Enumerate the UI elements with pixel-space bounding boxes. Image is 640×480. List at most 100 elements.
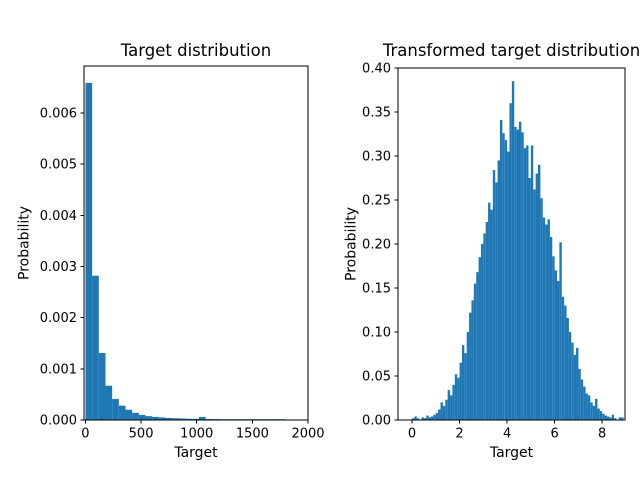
right-y-tick-label: 0.20 [362, 238, 391, 253]
left-histogram-bar [118, 405, 126, 420]
left-y-tick-label: 0.005 [40, 158, 77, 173]
right-histogram-bar [566, 317, 569, 420]
left-histogram-bar [172, 418, 179, 420]
left-y-tick-label: 0.006 [40, 107, 77, 122]
right-histogram-bar [452, 384, 455, 420]
right-histogram-bar [454, 374, 458, 420]
right-histogram-bar [518, 121, 522, 421]
right-histogram-bar [597, 408, 600, 420]
right-histogram-bar [559, 242, 562, 420]
right-histogram-bar [611, 414, 615, 420]
left-x-tick-label: 500 [129, 427, 154, 442]
right-histogram-bar [621, 417, 624, 420]
right-histogram-bar [590, 402, 593, 420]
right-histogram-bar [447, 390, 451, 420]
right-histogram-bar [606, 416, 610, 420]
right-histogram-bar [471, 300, 474, 420]
right-histogram-bar [614, 418, 617, 420]
right-histogram-bar [473, 283, 477, 420]
right-histogram-bar [431, 416, 434, 420]
right-histogram-bar [423, 418, 427, 420]
right-histogram-bar [466, 332, 470, 420]
left-histogram-bar [105, 385, 113, 420]
right-histogram-bar [507, 151, 510, 420]
right-histogram-bar [412, 418, 415, 420]
left-histogram-bar [92, 275, 99, 420]
right-histogram-bar [511, 81, 515, 420]
right-histogram-bar [557, 280, 560, 420]
right-histogram-bar [535, 173, 539, 420]
right-histogram-bar [497, 160, 500, 420]
right-y-tick-label: 0.15 [362, 282, 391, 297]
left-chart-title: Target distribution [84, 41, 308, 60]
left-x-tick-label: 1500 [236, 427, 269, 442]
left-y-tick-label: 0.000 [40, 414, 77, 429]
left-x-tick-label: 1000 [180, 427, 213, 442]
right-x-axis-label: Target [489, 445, 534, 461]
right-histogram-bar [459, 362, 462, 420]
left-x-axis-label: Target [174, 445, 218, 461]
right-histogram-bar [502, 133, 505, 420]
right-histogram-bar [571, 342, 574, 420]
right-histogram-bar [599, 411, 603, 420]
right-y-tick-label: 0.10 [362, 326, 391, 341]
right-histogram-bar [435, 412, 439, 420]
right-histogram-bar [416, 418, 420, 420]
left-histogram-bar [138, 414, 146, 420]
right-histogram-bar [461, 345, 465, 420]
left-y-tick-label: 0.004 [40, 209, 77, 224]
left-histogram-bar [98, 352, 106, 420]
right-histogram-bar [438, 409, 441, 420]
right-histogram-bar [442, 405, 446, 420]
right-histogram-bar [609, 417, 612, 420]
right-histogram-bar [445, 399, 448, 420]
right-histogram-bar [480, 244, 484, 420]
right-histogram-bar [528, 178, 531, 420]
right-histogram-bar [542, 217, 546, 420]
right-histogram-bar [561, 296, 565, 420]
right-histogram-bar [492, 170, 496, 420]
left-y-axis-label: Probability [16, 205, 33, 281]
right-x-tick-label: 4 [503, 427, 511, 442]
right-histogram-bar [545, 224, 548, 420]
right-histogram-bar [495, 182, 498, 420]
left-histogram-bar [125, 409, 133, 420]
right-y-axis-label: Probability [343, 206, 360, 282]
right-histogram-bar [604, 415, 607, 420]
right-histogram-bar [521, 132, 524, 421]
right-y-tick-label: 0.05 [362, 370, 391, 385]
right-histogram-bar [580, 379, 584, 420]
left-histogram-bar [85, 82, 93, 420]
right-x-tick-label: 2 [455, 427, 463, 442]
right-histogram-bar [483, 233, 486, 420]
right-histogram-bar [587, 395, 591, 420]
right-histogram-bar [499, 119, 503, 421]
right-histogram-bar [564, 305, 567, 420]
right-histogram-bar [552, 256, 555, 420]
right-histogram-bar [514, 126, 517, 421]
right-y-tick-label: 0.30 [362, 150, 391, 165]
right-histogram-bar [490, 209, 493, 420]
right-x-tick-label: 6 [551, 427, 559, 442]
right-histogram-bar [478, 257, 481, 420]
right-histogram-bar [469, 312, 472, 420]
right-histogram-bar [549, 236, 553, 420]
right-histogram-bar [457, 377, 460, 420]
right-x-tick-label: 0 [408, 427, 416, 442]
left-histogram-bar [205, 418, 213, 420]
left-histogram-bar [198, 416, 206, 420]
left-y-tick-label: 0.001 [40, 362, 77, 377]
right-histogram-bar [476, 272, 479, 420]
left-y-tick-label: 0.002 [40, 311, 77, 326]
right-histogram-bar [428, 417, 432, 420]
right-histogram-bar [516, 129, 519, 420]
right-histogram-bar [523, 148, 527, 420]
right-histogram-bar [540, 198, 543, 420]
right-histogram-bar [573, 354, 577, 420]
right-histogram-bar [526, 145, 529, 420]
right-histogram-bar [530, 145, 534, 420]
right-y-tick-label: 0.40 [362, 62, 391, 77]
right-histogram-bar [618, 417, 622, 420]
right-histogram-bar [576, 347, 579, 420]
